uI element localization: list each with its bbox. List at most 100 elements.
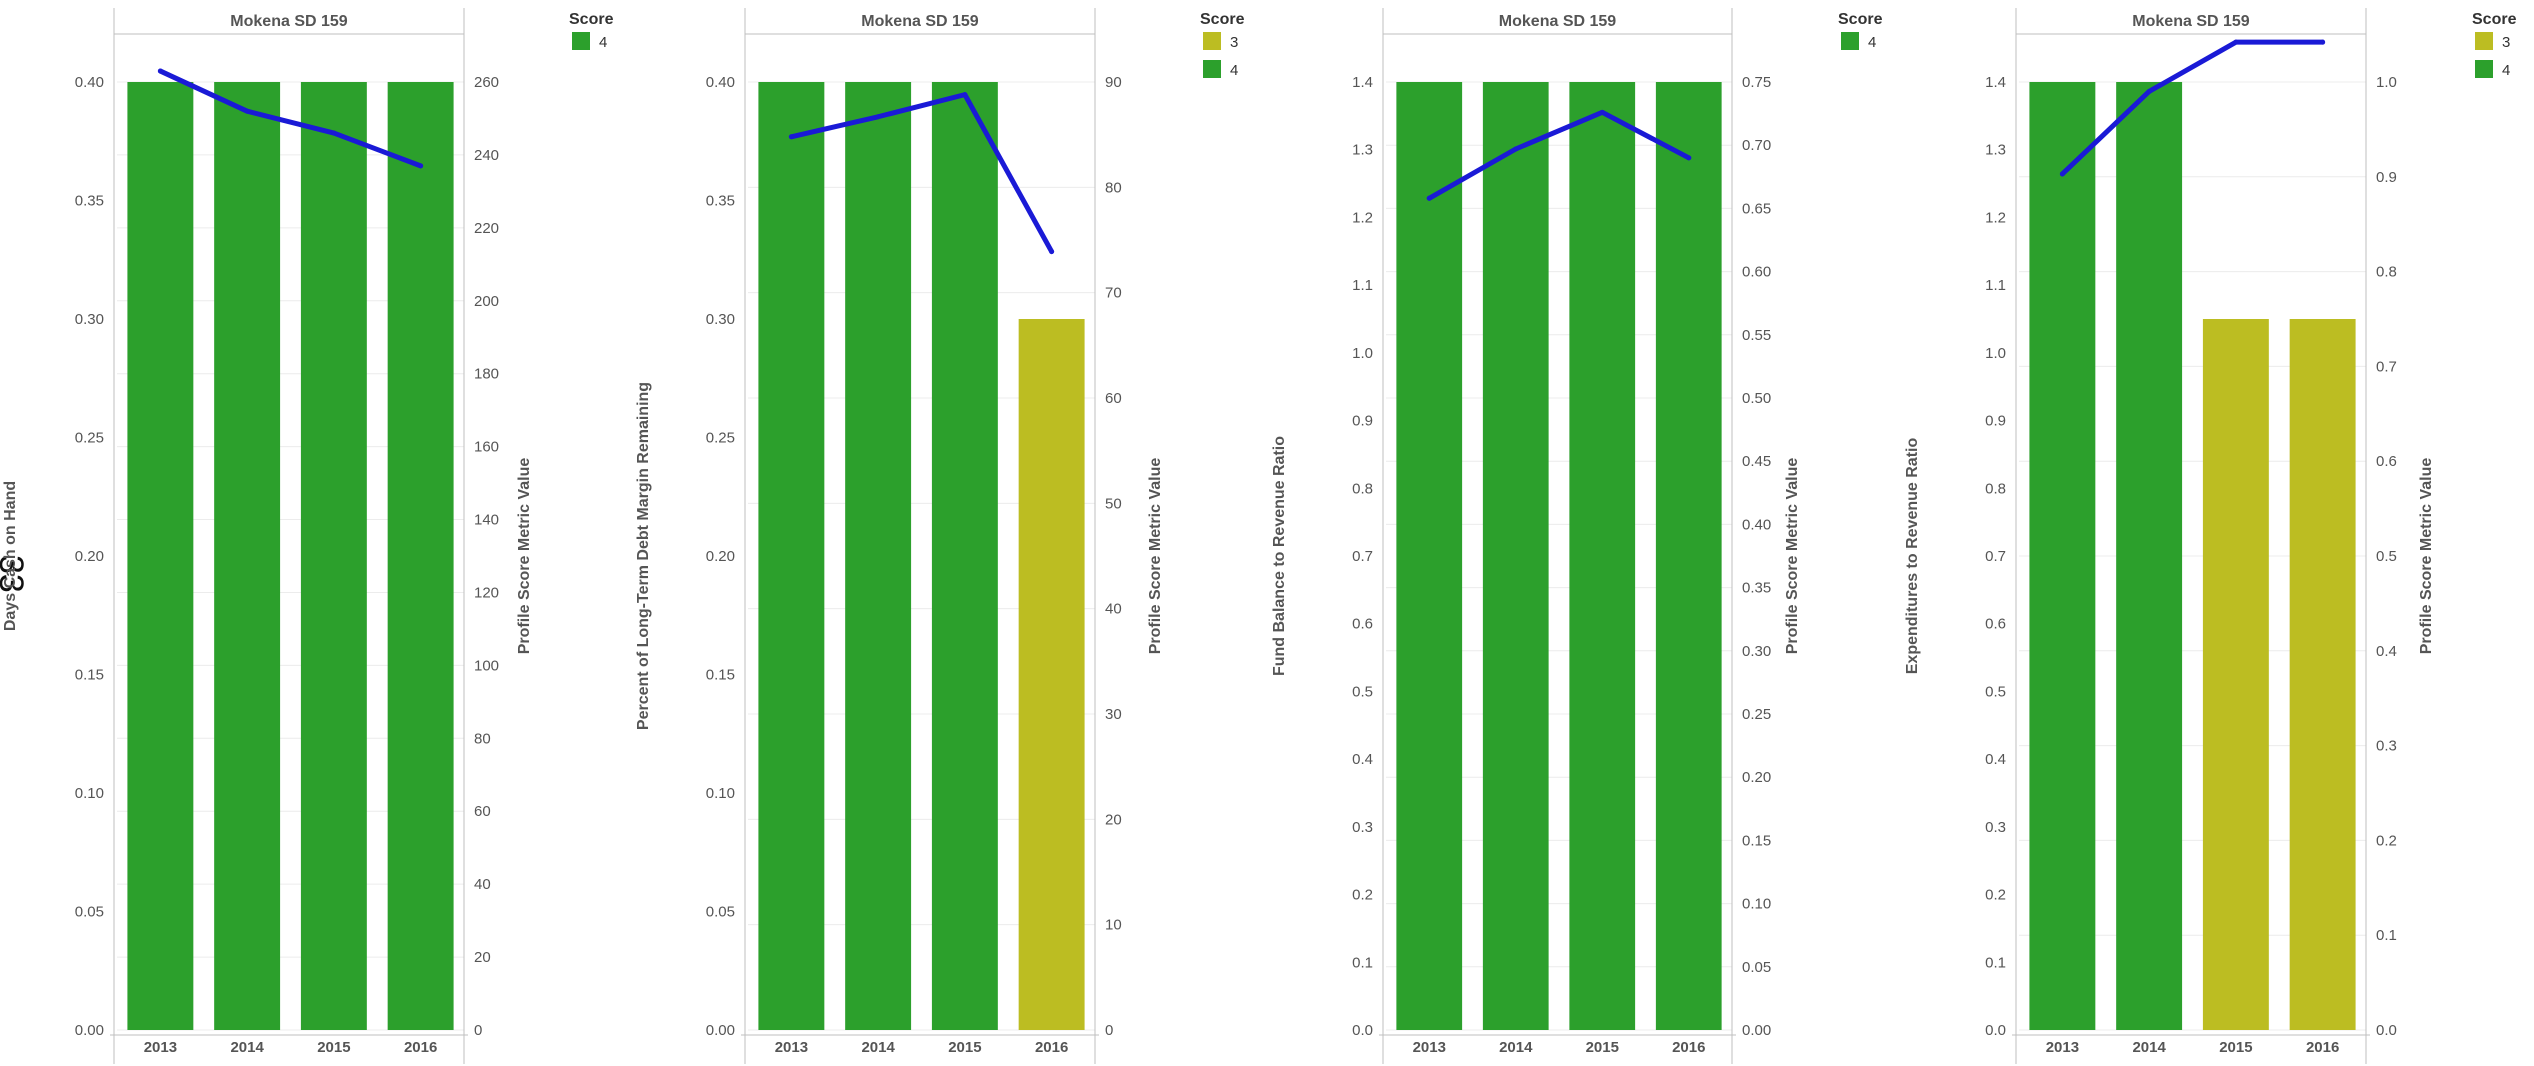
- y2-tick-label: 120: [474, 584, 499, 601]
- metric-point-2016: [1049, 249, 1055, 255]
- bar-2016: [2289, 319, 2356, 1030]
- y2-tick-label: 0.6: [2376, 453, 2397, 470]
- x-tick-label: 2015: [2219, 1039, 2252, 1056]
- legend-swatch-4: [2475, 60, 2493, 78]
- legend-swatch-3: [2475, 32, 2493, 50]
- y2-tick-label: 0.10: [1742, 896, 1771, 913]
- x-tick-label: 2015: [1586, 1039, 1619, 1056]
- legend-label: 4: [1868, 34, 1876, 51]
- metric-line: [788, 92, 1055, 255]
- legend: Score 4: [1838, 11, 1883, 51]
- y-tick-label: 0.0: [1352, 1022, 1373, 1039]
- y2-tick-label: 160: [474, 439, 499, 456]
- chart-title: Mokena SD 159: [1499, 13, 1616, 30]
- y-tick-label: 0.6: [1985, 616, 2006, 633]
- y2-tick-label: 0.45: [1742, 453, 1771, 470]
- y-tick-label: 0.00: [75, 1022, 104, 1039]
- y-axis-label: Fund Balance to Revenue Ratio: [1271, 436, 1288, 676]
- legend-label: 4: [2502, 62, 2510, 79]
- x-tick-label: 2013: [2046, 1039, 2079, 1056]
- y2-tick-label: 40: [1105, 601, 1122, 618]
- y2-tick-label: 0.9: [2376, 169, 2397, 186]
- legend-label: 4: [1230, 62, 1238, 79]
- y2-tick-label: 0.0: [2376, 1022, 2397, 1039]
- y2-tick-label: 0.15: [1742, 832, 1771, 849]
- x-tick-label: 2016: [1672, 1039, 1705, 1056]
- bar-2014: [214, 82, 281, 1030]
- y2-tick-label: 100: [474, 657, 499, 674]
- y-tick-label: 1.3: [1352, 142, 1373, 159]
- y-tick-label: 0.25: [75, 430, 104, 447]
- y-tick-label: 0.4: [1985, 751, 2006, 768]
- metric-line: [2059, 39, 2326, 177]
- bar-2015: [2202, 319, 2269, 1030]
- x-tick-label: 2013: [1413, 1039, 1446, 1056]
- y2-tick-label: 0.3: [2376, 738, 2397, 755]
- bar-2015: [300, 82, 367, 1030]
- y2-tick-label: 20: [1105, 811, 1122, 828]
- y-tick-label: 0.30: [706, 311, 735, 328]
- y-tick-label: 0.6: [1352, 616, 1373, 633]
- legend-title: Score: [2472, 11, 2517, 28]
- y-tick-label: 0.40: [75, 74, 104, 91]
- y2-tick-label: 10: [1105, 917, 1122, 934]
- y-tick-label: 1.4: [1352, 74, 1373, 91]
- y2-tick-label: 40: [474, 876, 491, 893]
- metric-point-2016: [418, 163, 424, 169]
- y2-tick-label: 140: [474, 512, 499, 529]
- y-tick-label: 0.2: [1352, 887, 1373, 904]
- legend-title: Score: [569, 11, 614, 28]
- y2-tick-label: 260: [474, 74, 499, 91]
- y-tick-label: 0.7: [1985, 548, 2006, 565]
- y-tick-label: 0.30: [75, 311, 104, 328]
- bar-2013: [127, 82, 194, 1030]
- chart-panel-1: Mokena SD 159 0.00 0.05 0.10 0.15 0.20 0.25 0.3…: [2, 8, 614, 1064]
- y2-tick-label: 50: [1105, 495, 1122, 512]
- chart-panel-2: Mokena SD 159 0.00 0.05 0.10 0.15 0.20 0.25 0.3…: [635, 8, 1245, 1064]
- bar-2016: [387, 82, 454, 1030]
- y2-tick-label: 0.2: [2376, 832, 2397, 849]
- metric-point-2013: [1426, 195, 1432, 201]
- y-tick-label: 0.05: [706, 904, 735, 921]
- y2-tick-label: 80: [474, 730, 491, 747]
- y2-tick-label: 0.60: [1742, 264, 1771, 281]
- x-tick-label: 2013: [144, 1039, 177, 1056]
- x-tick-label: 2013: [775, 1039, 808, 1056]
- y-tick-label: 0.4: [1352, 751, 1373, 768]
- y2-tick-label: 0.65: [1742, 200, 1771, 217]
- y2-tick-label: 30: [1105, 706, 1122, 723]
- y-axis-label: Expenditures to Revenue Ratio: [1904, 438, 1921, 675]
- legend-label: 4: [599, 34, 607, 51]
- legend-swatch-4: [572, 32, 590, 50]
- y-tick-label: 1.2: [1985, 209, 2006, 226]
- y-tick-label: 0.8: [1352, 480, 1373, 497]
- legend-title: Score: [1838, 11, 1883, 28]
- y-tick-label: 1.1: [1352, 277, 1373, 294]
- y2-tick-label: 0.35: [1742, 580, 1771, 597]
- metric-point-2013: [157, 68, 163, 74]
- y-tick-label: 0.0: [1985, 1022, 2006, 1039]
- legend: Score 4: [569, 11, 614, 51]
- metric-line: [157, 68, 424, 169]
- y-tick-label: 1.1: [1985, 277, 2006, 294]
- y2-axis-label: Profile Score Metric Value: [1147, 458, 1164, 655]
- y2-tick-label: 0.7: [2376, 358, 2397, 375]
- metric-point-2015: [962, 92, 968, 98]
- y-tick-label: 0.5: [1352, 683, 1373, 700]
- y2-tick-label: 0.4: [2376, 643, 2397, 660]
- legend-title: Score: [1200, 11, 1245, 28]
- y2-tick-label: 200: [474, 293, 499, 310]
- y2-tick-label: 240: [474, 147, 499, 164]
- x-tick-label: 2014: [861, 1039, 895, 1056]
- y-tick-label: 0.1: [1985, 954, 2006, 971]
- x-tick-label: 2015: [948, 1039, 981, 1056]
- y-tick-label: 0.00: [706, 1022, 735, 1039]
- metric-point-2015: [1599, 109, 1605, 115]
- y-tick-label: 0.25: [706, 430, 735, 447]
- y-tick-label: 0.5: [1985, 683, 2006, 700]
- y-tick-label: 0.7: [1352, 548, 1373, 565]
- bar-2014: [2116, 82, 2183, 1030]
- metric-point-2016: [2320, 39, 2326, 45]
- bar-2016: [1655, 82, 1722, 1030]
- y2-tick-label: 220: [474, 220, 499, 237]
